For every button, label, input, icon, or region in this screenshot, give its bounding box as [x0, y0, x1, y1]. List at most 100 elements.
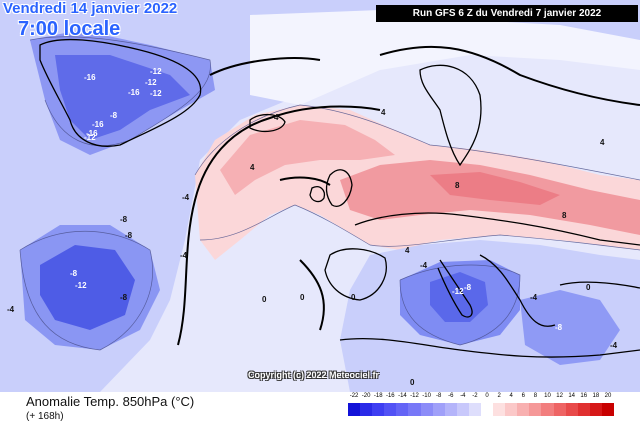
- color-scale-tick-label: -16: [385, 393, 395, 399]
- color-scale-swatch: [553, 403, 567, 416]
- contour-label: -12: [84, 133, 96, 142]
- color-scale-tick-label: 4: [509, 393, 513, 399]
- contour-label: -16: [92, 120, 104, 129]
- color-scale-tick-label: 20: [604, 393, 612, 399]
- contour-label: -12: [145, 78, 157, 87]
- color-scale-swatch: [565, 403, 579, 416]
- contour-label: -8: [120, 215, 128, 224]
- temperature-anomaly-map: -16 -12 -16 -12 -16 -12 -16 -12 -8 -8 -4…: [0, 0, 640, 392]
- cold-anomaly-core-atlantic-low: [40, 245, 135, 330]
- color-scale-tick-label: -14: [398, 393, 407, 399]
- color-scale-tick-label: -10: [422, 393, 431, 399]
- coastlines: [39, 38, 640, 358]
- contour-label: -16: [84, 73, 96, 82]
- color-scale-tick-label: 6: [521, 393, 525, 399]
- balkans-coast: [479, 254, 556, 327]
- warm-anomaly-max-europe: [430, 172, 560, 205]
- color-scale-tick-label: -22: [349, 393, 359, 399]
- contour-label: 4: [250, 163, 255, 172]
- color-scale-swatch: [384, 403, 397, 416]
- color-scale-swatch: [541, 403, 555, 416]
- british-isles-coast: [325, 169, 353, 207]
- forecast-date: Vendredi 14 janvier 2022: [3, 0, 178, 17]
- mainland-europe-coast: [354, 212, 640, 246]
- contour-label: -12: [452, 287, 464, 296]
- iberia-coast: [324, 248, 387, 301]
- color-scale-swatch: [432, 403, 446, 416]
- contour-label: -12: [75, 281, 87, 290]
- color-scale-tick-label: 0: [485, 393, 489, 399]
- color-scale: -22 -20 -18 -16 -14 -12 -10 -8 -6 -4 -2 0 2 4 6 8 10 12 14…: [348, 393, 615, 423]
- ireland-coast: [309, 186, 326, 203]
- contour-label: -4: [180, 251, 188, 260]
- color-scale-swatch: [444, 403, 458, 416]
- contour-label: -12: [150, 67, 162, 76]
- contour-label: 4: [600, 138, 605, 147]
- color-scale-tick-label: -18: [373, 393, 383, 399]
- contour-label: -4: [7, 305, 15, 314]
- color-scale-swatch: [348, 403, 361, 416]
- color-scale-tick-label: -8: [436, 393, 442, 399]
- color-scale-tick-label: -2: [472, 393, 478, 399]
- north-africa-coast: [339, 338, 640, 358]
- contour-label: -4: [182, 193, 190, 202]
- color-scale-swatch: [589, 403, 603, 416]
- contour-label: 0: [351, 293, 356, 302]
- color-scale-swatch: [372, 403, 385, 416]
- color-scale-swatch: [396, 403, 409, 416]
- contour-label: -8: [70, 269, 78, 278]
- color-scale-swatch: [468, 403, 482, 416]
- cold-anomaly-area-east-med: [520, 290, 620, 365]
- contour-label: -4: [530, 293, 538, 302]
- contour-label: 0: [300, 293, 305, 302]
- color-scale-swatch: [420, 403, 434, 416]
- color-scale-swatch: [505, 403, 518, 416]
- color-scale-swatch: [601, 403, 615, 416]
- color-scale-tick-label: -12: [410, 393, 419, 399]
- contour-label: -16: [86, 129, 98, 138]
- color-scale-swatch: [360, 403, 373, 416]
- color-scale-swatch: [481, 403, 494, 416]
- cold-anomaly-core-greenland: [55, 55, 190, 140]
- color-scale-swatch: [577, 403, 591, 416]
- contour-label: -8: [120, 293, 128, 302]
- color-scale-swatch: [408, 403, 422, 416]
- color-scale-tick-label: 14: [568, 393, 576, 399]
- color-scale-tick-label: 8: [533, 393, 538, 399]
- contour-labels: -16 -12 -16 -12 -16 -12 -16 -12 -8 -8 -4…: [7, 67, 618, 387]
- cold-anomaly-max-mediterranean: [430, 272, 488, 322]
- color-scale-tick-label: 16: [580, 393, 588, 399]
- contour-label: 0: [262, 295, 267, 304]
- color-scale-tick-label: 2: [497, 393, 501, 399]
- contour-label: -12: [150, 89, 162, 98]
- color-scale-tick-label: -6: [448, 393, 454, 399]
- contour-label: -8: [110, 111, 118, 120]
- contour-label: 8: [562, 211, 567, 220]
- model-run-info: Run GFS 6 Z du Vendredi 7 janvier 2022: [376, 5, 638, 22]
- color-scale-tick-label: 18: [592, 393, 600, 399]
- legend-title: Anomalie Temp. 850hPa (°C): [26, 394, 195, 409]
- greenland-coast: [39, 38, 202, 147]
- contour-label: -4: [610, 341, 618, 350]
- contour-label: 8: [455, 181, 460, 190]
- color-scale-swatch: [456, 403, 470, 416]
- color-scale-tick-label: -20: [361, 393, 371, 399]
- contour-label: -16: [128, 88, 140, 97]
- contour-label: 4: [381, 108, 386, 117]
- contour-label: -8: [555, 323, 563, 332]
- forecast-local-time: 7:00 locale: [18, 18, 121, 40]
- copyright-notice: Copyright (c) 2022 Meteociel.fr: [248, 370, 380, 380]
- contour-label: -4: [420, 261, 428, 270]
- turkey-coast: [559, 281, 640, 289]
- iceland-coast: [249, 113, 286, 133]
- color-scale-swatch: [517, 403, 530, 416]
- color-scale-tick-label: 12: [556, 393, 563, 399]
- color-scale-swatch: [493, 403, 506, 416]
- contour-label: 4: [274, 113, 279, 122]
- color-scale-tick-label: -4: [460, 393, 466, 399]
- contour-label: 0: [586, 283, 591, 292]
- color-scale-swatch: [529, 403, 542, 416]
- contour-label: 4: [405, 246, 410, 255]
- neutral-anomaly-area-north: [250, 10, 640, 105]
